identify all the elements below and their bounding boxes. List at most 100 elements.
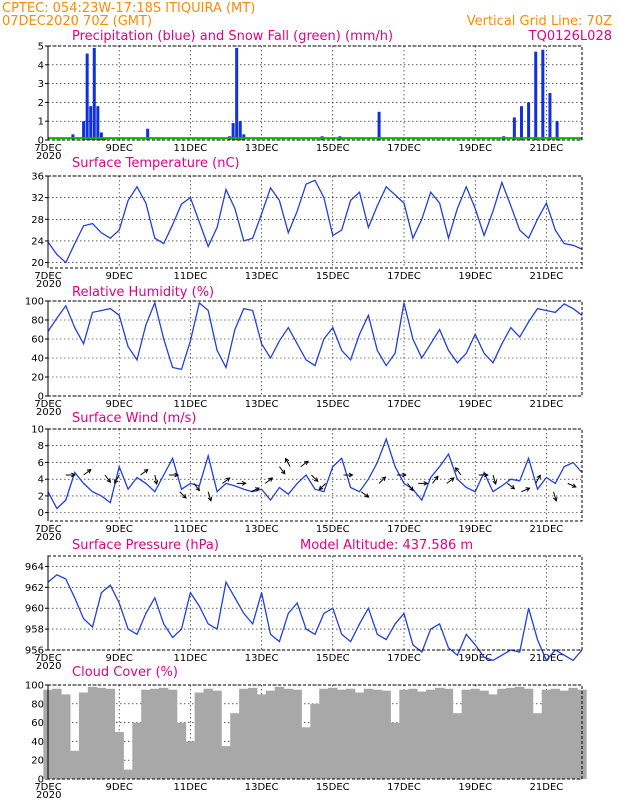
cloud-bar: [390, 722, 400, 779]
x-tick-label: 11DEC: [174, 271, 208, 282]
cloud-bar: [96, 687, 107, 779]
x-tick-label: 11DEC: [174, 653, 208, 664]
y-tick-label: 956: [25, 646, 44, 657]
y-tick-label: 80: [31, 316, 44, 327]
wind-arrow: [553, 491, 557, 501]
wind-arrow-head: [153, 480, 159, 486]
cloud-bar: [194, 692, 204, 779]
cloud-bar: [221, 746, 231, 779]
wind-arrow-head: [449, 477, 455, 482]
wind-arrow: [207, 491, 212, 501]
wind-arrow-head: [254, 487, 260, 492]
x-tick-label: 19DEC: [458, 271, 492, 282]
wind-arrow: [378, 476, 386, 484]
wind-arrow-head: [143, 468, 149, 474]
x-tick-label: 17DEC: [387, 782, 421, 793]
x-stub: 2020: [36, 151, 61, 162]
cloud-bar: [176, 722, 187, 779]
y-tick-label: 24: [31, 236, 44, 247]
wind-arrow-head: [571, 483, 577, 488]
wind-arrow-head: [241, 481, 247, 486]
panel-subtitle: Model Altitude: 437.586 m: [300, 538, 473, 553]
wind-arrow-head: [381, 476, 387, 482]
wind-arrow-head: [195, 486, 200, 492]
cloud-bar: [532, 713, 543, 779]
cloud-bar: [105, 688, 115, 779]
x-tick-label: 19DEC: [458, 143, 492, 154]
wind-arrow-head: [106, 478, 111, 484]
cloud-bar: [568, 687, 578, 779]
wind-arrow: [140, 469, 149, 476]
y-tick-label: 40: [31, 354, 44, 365]
cloud-bar: [488, 694, 498, 779]
y-tick-label: 0: [38, 136, 44, 147]
cloud-bar: [363, 688, 374, 779]
x-tick-label: 9DEC: [106, 271, 133, 282]
panel-title: Cloud Cover (%): [72, 665, 178, 680]
wind-arrow: [567, 482, 577, 488]
x-tick-label: 13DEC: [245, 782, 279, 793]
x-tick-label: 17DEC: [387, 524, 421, 535]
precip-bar: [555, 121, 559, 140]
y-tick-label: 958: [25, 625, 44, 636]
cloud-bar: [167, 689, 178, 779]
panel-title: Relative Humidity (%): [72, 285, 214, 300]
wind-arrow-head: [182, 494, 187, 499]
header-location: CPTEC: 054:23W-17:18S ITIQUIRA (MT): [2, 1, 255, 16]
x-stub: 2020: [36, 661, 61, 672]
y-tick-label: 4: [38, 60, 44, 71]
x-tick-label: 11DEC: [174, 524, 208, 535]
header-grid-note: Vertical Grid Line: 70Z: [467, 14, 612, 29]
header-date: 07DEC2020 70Z (GMT): [2, 14, 152, 29]
cloud-bar: [123, 769, 133, 779]
precip-bar: [85, 53, 89, 140]
wind-arrow-head: [553, 496, 558, 502]
wind-arrow-head: [364, 493, 370, 498]
cloud-bar: [159, 687, 169, 779]
wind-arrow: [285, 458, 291, 467]
cloud-bar: [515, 686, 525, 779]
cloud-bar: [354, 692, 365, 779]
x-tick-label: 19DEC: [458, 399, 492, 410]
y-tick-label: 80: [31, 699, 44, 710]
cloud-bar: [381, 690, 391, 779]
wind-arrow: [455, 467, 462, 476]
wind-arrow: [222, 477, 230, 484]
y-tick-label: 962: [25, 583, 44, 594]
panel-frame: [47, 45, 583, 141]
x-tick-label: 13DEC: [245, 524, 279, 535]
cloud-bar: [550, 688, 560, 779]
y-tick-label: 100: [25, 681, 44, 692]
cloud-bar: [265, 690, 276, 779]
wind-arrow-head: [268, 477, 274, 482]
cloud-bar: [372, 689, 382, 779]
cloud-bar: [479, 690, 489, 779]
x-stub: 2020: [36, 790, 61, 800]
cloud-bar: [248, 687, 258, 779]
panel-5: Cloud Cover (%) 7DEC 9DEC 11DEC 13DEC 15DEC 17…: [25, 665, 587, 800]
panel-frame: [47, 428, 583, 522]
x-tick-label: 13DEC: [245, 271, 279, 282]
y-tick-label: 5: [38, 42, 44, 53]
wind-arrow: [193, 483, 200, 491]
x-tick-label: 21DEC: [530, 653, 564, 664]
x-tick-label: 21DEC: [530, 143, 564, 154]
x-tick-label: 15DEC: [316, 524, 350, 535]
cloud-bar: [452, 713, 463, 779]
cloud-bar: [87, 686, 98, 779]
precip-bar: [548, 93, 552, 140]
cloud-bar: [203, 688, 213, 779]
cloud-bar: [70, 750, 80, 779]
wind-arrow: [114, 474, 120, 484]
cloud-bar: [319, 688, 329, 779]
cloud-bar: [185, 741, 196, 779]
y-tick-label: 10: [31, 425, 44, 436]
cloud-bar: [239, 688, 249, 779]
wind-arrow-head: [409, 486, 414, 492]
x-tick-label: 7DEC: [34, 782, 61, 793]
wind-arrow-head: [280, 469, 286, 475]
x-tick-label: 7DEC: [34, 524, 61, 535]
cloud-bar: [301, 727, 311, 779]
x-tick-label: 19DEC: [458, 653, 492, 664]
